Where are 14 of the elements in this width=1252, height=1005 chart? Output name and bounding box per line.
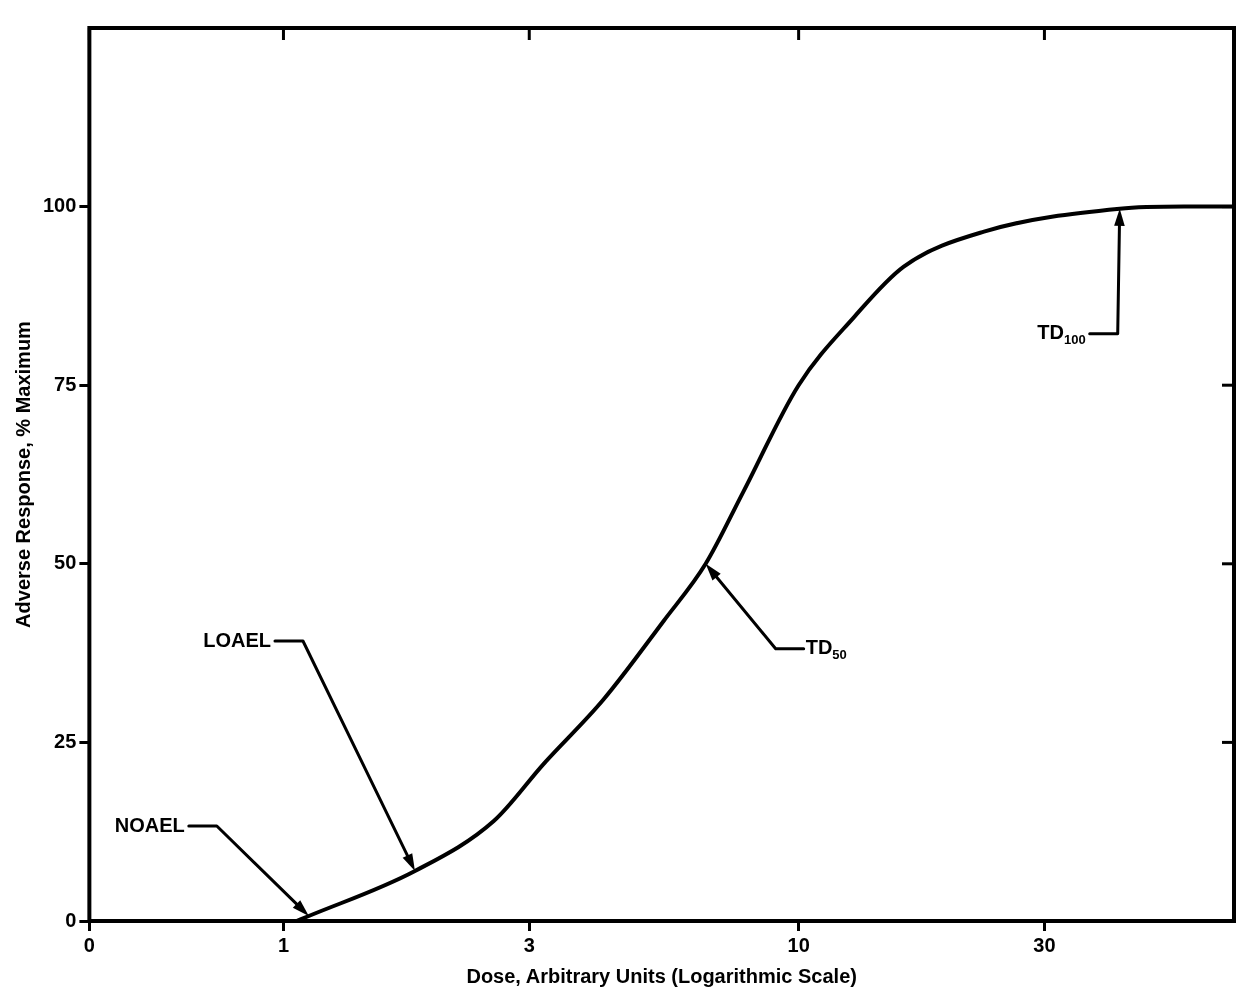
y-tick-label: 0 xyxy=(65,908,77,931)
x-tick-label: 10 xyxy=(787,933,810,956)
x-tick-label: 3 xyxy=(523,933,535,956)
x-axis-title: Dose, Arbitrary Units (Logarithmic Scale) xyxy=(466,964,857,987)
x-tick-label: 30 xyxy=(1033,933,1056,956)
y-tick-label: 100 xyxy=(42,194,77,217)
annotation: LOAEL xyxy=(203,628,271,651)
x-tick-label: 1 xyxy=(277,933,290,956)
x-tick-label: 0 xyxy=(83,933,95,956)
y-tick-label: 25 xyxy=(54,729,77,752)
annotation: NOAEL xyxy=(114,813,185,836)
y-tick-label: 50 xyxy=(54,551,77,574)
y-axis-title: Adverse Response, % Maximum xyxy=(11,321,34,628)
y-tick-label: 75 xyxy=(54,372,77,395)
